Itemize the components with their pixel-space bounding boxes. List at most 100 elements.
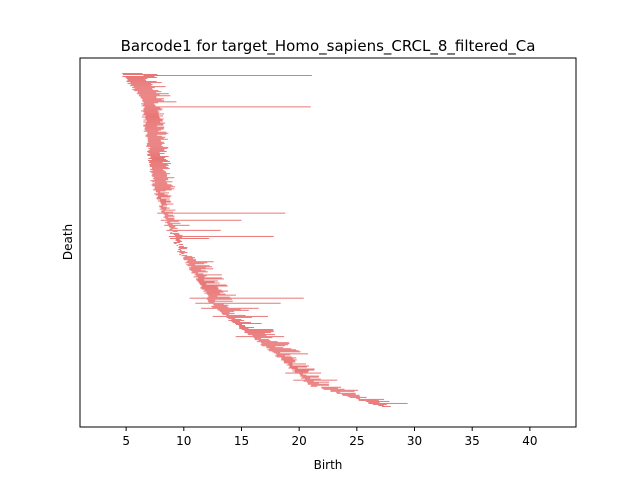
- barcode-bar: [198, 282, 220, 284]
- barcode-bar: [228, 317, 236, 319]
- x-tick-label: 35: [465, 434, 480, 448]
- barcode-bar: [152, 176, 167, 178]
- barcode-bar: [356, 397, 360, 399]
- barcode-bar: [183, 259, 197, 261]
- barcode-bar: [164, 224, 190, 226]
- barcode-bar: [365, 400, 390, 402]
- barcode-bar: [221, 312, 235, 314]
- barcode-bar: [284, 362, 293, 364]
- barcode-bar: [151, 184, 172, 186]
- barcode-bar: [212, 315, 269, 317]
- barcode-bar: [214, 304, 229, 306]
- barcode-bar: [207, 294, 236, 296]
- barcode-bar: [347, 395, 360, 397]
- barcode-bar: [147, 138, 168, 140]
- barcode-bar: [177, 251, 186, 253]
- barcode-bar: [144, 128, 164, 130]
- barcode-bar: [159, 208, 167, 210]
- barcode-bar: [145, 129, 161, 131]
- barcode-bar: [166, 229, 221, 231]
- barcode-bar: [145, 118, 164, 120]
- barcode-bar: [160, 202, 166, 204]
- barcode-bar: [142, 114, 159, 116]
- barcode-bar: [157, 196, 171, 198]
- barcode-bar: [147, 154, 161, 156]
- barcode-bar: [188, 267, 206, 269]
- barcode-bar: [183, 258, 194, 260]
- barcode-bar: [266, 346, 276, 348]
- barcode-bar: [170, 227, 178, 229]
- barcode-bar: [204, 292, 221, 294]
- barcode-bar: [207, 299, 216, 301]
- barcode-bar: [165, 214, 174, 216]
- barcode-bar: [170, 231, 172, 233]
- barcode-bar: [150, 180, 166, 182]
- barcode-bar: [161, 211, 174, 213]
- barcode-bar: [147, 140, 162, 142]
- barcode-bar: [149, 166, 167, 168]
- barcode-bar: [154, 186, 176, 188]
- barcode-bar: [197, 280, 218, 282]
- barcode-bar: [146, 145, 163, 147]
- barcode-bar: [143, 125, 158, 127]
- barcode-bar: [133, 86, 166, 88]
- barcode-bar: [302, 376, 319, 378]
- barcode-bar: [141, 103, 154, 105]
- barcode-bar: [206, 298, 232, 300]
- barcode-bar: [145, 135, 162, 137]
- barcode-bar: [195, 273, 204, 275]
- barcode-bar: [198, 281, 215, 283]
- barcode-bar: [193, 276, 205, 278]
- barcode-bar: [161, 204, 168, 206]
- barcode-bar: [221, 311, 230, 313]
- plot-frame: [79, 57, 577, 428]
- barcode-bar: [170, 232, 180, 234]
- barcode-bar: [191, 270, 206, 272]
- barcode-bar: [293, 379, 338, 381]
- barcode-bar: [381, 405, 391, 407]
- barcode-bar: [155, 190, 166, 192]
- barcode-bar: [199, 283, 207, 285]
- barcode-bar: [163, 213, 169, 215]
- barcode-bar: [244, 330, 274, 332]
- barcode-bar: [236, 324, 242, 325]
- barcode-bar: [244, 331, 274, 333]
- bars-group: [122, 73, 408, 407]
- barcode-bar: [146, 144, 162, 146]
- barcode-bar: [258, 340, 271, 342]
- barcode-bar: [306, 381, 330, 383]
- barcode-bar: [144, 117, 161, 119]
- barcode-bar: [206, 291, 224, 293]
- barcode-bar: [179, 254, 181, 256]
- barcode-bar: [149, 171, 166, 173]
- barcode-bar: [141, 116, 160, 118]
- y-axis-label: Death: [61, 224, 75, 260]
- barcode-bar: [141, 105, 156, 107]
- barcode-bar: [126, 78, 148, 80]
- barcode-bar: [269, 350, 299, 352]
- barcode-bar: [228, 319, 245, 321]
- barcode-bar: [162, 209, 176, 211]
- barcode-bar: [126, 81, 157, 83]
- barcode-bar: [144, 106, 311, 108]
- barcode-bar: [303, 380, 314, 382]
- barcode-bar: [201, 285, 228, 287]
- barcode-bar: [372, 403, 387, 405]
- barcode-bar: [154, 193, 165, 195]
- barcode-bar: [165, 217, 175, 219]
- barcode-bar: [136, 93, 169, 95]
- barcode-bar: [130, 82, 162, 84]
- barcode-bar: [150, 146, 169, 148]
- barcode-bar: [150, 163, 172, 165]
- barcode-bar: [231, 318, 242, 320]
- barcode-bar: [189, 268, 214, 270]
- barcode-bar: [149, 148, 165, 150]
- barcode-bar: [358, 398, 385, 400]
- barcode-bar: [189, 269, 202, 271]
- barcode-bar: [151, 172, 167, 174]
- barcode-bar: [201, 288, 219, 290]
- barcode-bar: [157, 212, 286, 214]
- barcode-bar: [142, 100, 165, 102]
- barcode-bar: [166, 218, 175, 220]
- barcode-bar: [283, 360, 296, 362]
